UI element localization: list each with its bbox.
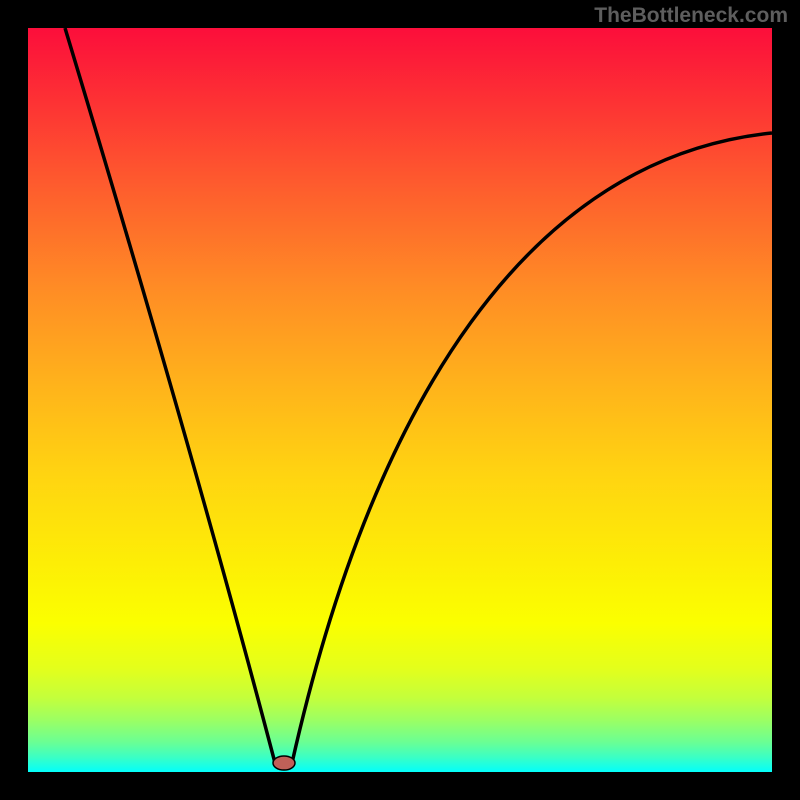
watermark-text: TheBottleneck.com xyxy=(594,4,788,28)
gradient-background xyxy=(28,28,772,772)
plot-area xyxy=(28,28,772,772)
optimal-point-marker xyxy=(273,756,295,770)
chart-svg xyxy=(28,28,772,772)
chart-container: TheBottleneck.com xyxy=(0,0,800,800)
